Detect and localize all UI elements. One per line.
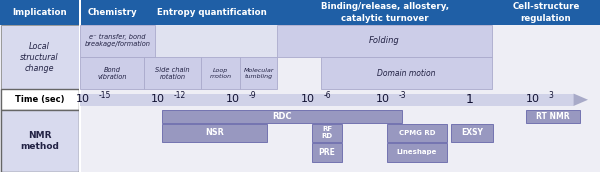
Text: -3: -3 [398, 91, 406, 100]
Text: RT NMR: RT NMR [536, 112, 569, 121]
Bar [162, 110, 402, 123]
Text: Domain motion: Domain motion [377, 69, 436, 78]
Bar [312, 143, 342, 162]
Text: 10: 10 [151, 94, 165, 104]
Bar [81, 25, 600, 172]
Text: -6: -6 [323, 91, 331, 100]
Text: Implication: Implication [13, 8, 67, 17]
Text: 10: 10 [376, 94, 390, 104]
Bar [451, 124, 493, 142]
Bar [0, 0, 80, 25]
Text: Entropy quantification: Entropy quantification [157, 8, 266, 17]
Bar [387, 143, 447, 162]
Bar [79, 0, 81, 172]
Bar [492, 0, 600, 25]
Text: 10: 10 [301, 94, 315, 104]
Bar [80, 94, 574, 106]
Text: PRE: PRE [319, 148, 335, 157]
Text: 10: 10 [526, 94, 540, 104]
Text: Folding: Folding [369, 36, 400, 45]
Text: NMR
method: NMR method [20, 131, 59, 151]
Bar [162, 124, 267, 142]
Text: 3: 3 [548, 91, 553, 100]
Polygon shape [574, 94, 588, 106]
Bar [201, 57, 240, 89]
Text: Bond
vibration: Bond vibration [97, 67, 127, 80]
Text: Local
structural
change: Local structural change [20, 42, 59, 73]
Text: -15: -15 [98, 91, 111, 100]
Text: RF
RD: RF RD [322, 126, 332, 139]
Text: Cell-structure
regulation: Cell-structure regulation [512, 2, 580, 23]
Bar [526, 110, 580, 123]
Bar [80, 0, 146, 25]
Bar [1, 89, 79, 110]
Bar [80, 57, 144, 89]
Text: NSR: NSR [205, 128, 224, 137]
Text: 10: 10 [76, 94, 90, 104]
Bar [240, 57, 277, 89]
Bar [321, 57, 492, 89]
Text: RDC: RDC [272, 112, 292, 121]
Bar [277, 0, 492, 25]
Bar [144, 57, 201, 89]
Bar [1, 110, 79, 172]
Text: Chemistry: Chemistry [88, 8, 137, 17]
Text: EXSY: EXSY [461, 128, 483, 137]
Text: Molecular
tumbling: Molecular tumbling [244, 68, 274, 78]
Bar [1, 25, 79, 89]
Text: -12: -12 [173, 91, 185, 100]
Text: Binding/release, allostery,
catalytic turnover: Binding/release, allostery, catalytic tu… [320, 2, 449, 23]
Text: CPMG RD: CPMG RD [399, 130, 435, 136]
Text: -9: -9 [248, 91, 256, 100]
Text: 10: 10 [226, 94, 240, 104]
Bar [387, 124, 447, 142]
Bar [80, 25, 155, 57]
Text: Lineshape: Lineshape [397, 149, 437, 155]
Text: e⁻ transfer, bond
breakage/formation: e⁻ transfer, bond breakage/formation [85, 34, 151, 47]
Bar [312, 124, 342, 142]
Text: Time (sec): Time (sec) [15, 95, 64, 104]
Bar [80, 25, 277, 89]
Text: Side chain
rotation: Side chain rotation [155, 67, 190, 80]
Text: 1: 1 [466, 93, 474, 106]
Bar [277, 25, 492, 57]
Text: Loop
motion: Loop motion [209, 68, 232, 78]
Bar [146, 0, 277, 25]
